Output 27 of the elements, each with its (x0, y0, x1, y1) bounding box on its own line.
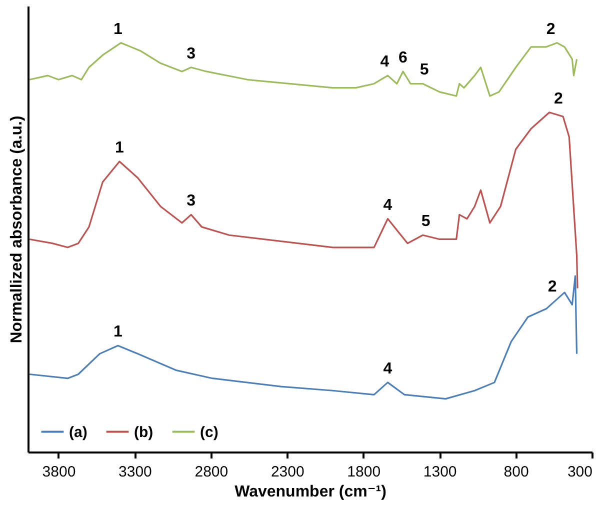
x-axis-title: Wavenumber (cm⁻¹) (234, 484, 386, 500)
annotation: 3 (186, 192, 196, 210)
annotation: 3 (186, 45, 196, 62)
annotation: 5 (421, 213, 430, 230)
x-tick-label: 3800 (42, 464, 76, 480)
y-axis-title: Normallized absorbance (a.u.) (8, 116, 26, 344)
x-tick-label: 2800 (194, 464, 228, 480)
x-tick-label: 1800 (347, 464, 381, 480)
legend-label: (a) (69, 424, 88, 441)
legend-label: (c) (200, 424, 218, 441)
legend-label: (b) (134, 424, 154, 441)
annotation: 2 (548, 278, 557, 296)
annotation: 4 (380, 54, 390, 71)
annotation: 4 (383, 360, 392, 378)
annotation: 2 (546, 20, 556, 38)
annotation: 1 (113, 324, 122, 341)
annotation: 6 (398, 49, 408, 66)
annotation: 1 (115, 139, 124, 156)
x-tick-label: 300 (567, 464, 592, 480)
x-tick-label: 3300 (118, 464, 152, 480)
annotation: 2 (554, 90, 564, 108)
annotation: 5 (420, 62, 429, 79)
x-tick-label: 1300 (423, 464, 457, 480)
x-tick-label: 800 (504, 464, 529, 480)
x-tick-label: 2300 (270, 464, 304, 480)
annotation: 4 (383, 196, 392, 214)
annotation: 1 (113, 20, 122, 38)
